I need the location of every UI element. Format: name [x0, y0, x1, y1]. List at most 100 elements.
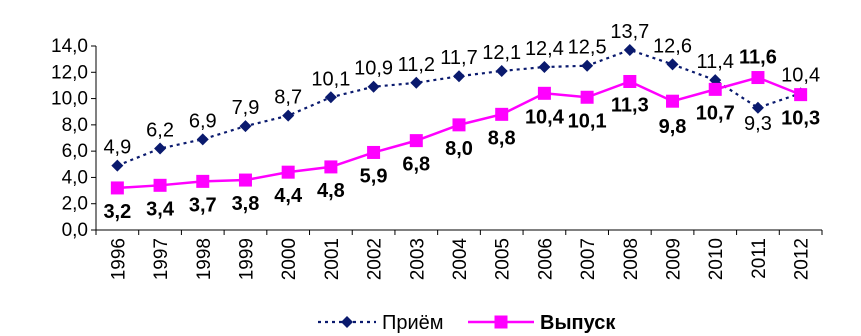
x-tick-label: 1996 [108, 238, 129, 280]
x-tick-label: 2002 [365, 238, 386, 280]
chart-legend: Приём Выпуск [318, 312, 616, 334]
y-tick-label: 2,0 [62, 194, 88, 215]
x-tick-label: 2012 [792, 238, 813, 280]
data-label-vypusk: 10,1 [568, 110, 607, 132]
data-label-vypusk: 3,8 [232, 193, 260, 215]
x-tick-label: 2007 [578, 238, 599, 280]
data-point-vypusk [409, 134, 423, 148]
data-point-priem [538, 61, 551, 74]
data-point-priem [751, 101, 764, 114]
data-label-vypusk: 10,4 [525, 106, 565, 128]
chart-series [110, 43, 808, 195]
legend-marker-priem [341, 316, 353, 328]
x-tick-label: 2009 [664, 238, 685, 280]
legend-label-vypusk: Выпуск [540, 312, 616, 334]
data-point-priem [239, 120, 252, 133]
data-point-vypusk [580, 90, 594, 104]
data-point-vypusk [623, 74, 637, 88]
data-label-vypusk: 3,4 [146, 198, 175, 220]
data-label-vypusk: 8,0 [445, 138, 473, 160]
data-point-vypusk [281, 165, 295, 179]
x-tick-label: 1997 [151, 238, 172, 280]
x-tick-label: 2003 [407, 238, 428, 280]
data-label-priem: 6,9 [189, 110, 217, 132]
x-tick-label: 1998 [194, 238, 215, 280]
x-tick-label: 2006 [535, 238, 556, 280]
data-label-priem: 12,4 [525, 38, 564, 60]
data-point-vypusk [452, 118, 466, 132]
data-point-vypusk [238, 173, 252, 187]
data-point-vypusk [666, 94, 680, 108]
data-point-priem [324, 91, 337, 104]
y-tick-label: 8,0 [62, 115, 88, 136]
data-point-priem [623, 43, 636, 56]
data-label-priem: 12,1 [482, 42, 521, 64]
data-point-vypusk [367, 145, 381, 159]
data-label-vypusk: 6,8 [402, 154, 430, 176]
x-tick-label: 2010 [706, 238, 727, 280]
x-tick-label: 1999 [236, 238, 257, 280]
data-label-vypusk: 9,8 [659, 116, 687, 138]
data-label-priem: 6,2 [146, 120, 174, 142]
y-tick-label: 10,0 [51, 89, 88, 110]
x-tick-label: 2004 [450, 238, 471, 281]
data-label-vypusk: 10,7 [696, 102, 735, 124]
x-tick-label: 2005 [493, 238, 514, 280]
data-label-priem: 11,4 [697, 51, 734, 73]
data-label-vypusk: 11,3 [611, 94, 649, 116]
x-tick-label: 2001 [322, 238, 343, 280]
series-line-priem [116, 48, 801, 167]
data-point-vypusk [324, 160, 338, 174]
data-label-priem: 12,5 [568, 37, 607, 59]
chart-axes: 0,0 2,0 4,0 6,0 8,0 10,0 12,0 14,0 1996 1997 1998 1… [51, 36, 823, 281]
data-point-priem [453, 70, 465, 83]
data-point-priem [581, 59, 594, 72]
data-label-priem: 10,4 [781, 64, 820, 86]
data-point-vypusk [196, 174, 210, 188]
data-label-vypusk: 4,8 [317, 180, 345, 202]
data-point-priem [410, 76, 423, 89]
x-tick-label: 2011 [749, 238, 770, 279]
data-label-priem: 13,7 [610, 21, 649, 43]
data-label-priem: 10,1 [311, 68, 350, 90]
data-label-priem: 10,9 [354, 58, 393, 80]
y-tick-label: 12,0 [51, 62, 88, 83]
y-tick-label: 0,0 [62, 220, 88, 241]
data-label-priem: 7,9 [232, 97, 260, 119]
data-point-priem [495, 64, 508, 77]
legend-label-priem: Приём [382, 312, 444, 334]
data-point-vypusk [153, 178, 167, 192]
data-label-vypusk: 4,4 [274, 185, 303, 207]
data-label-vypusk: 11,6 [739, 47, 777, 69]
y-tick-label: 4,0 [62, 167, 88, 188]
data-point-priem [154, 142, 167, 155]
x-tick-label: 2000 [279, 238, 300, 280]
data-label-vypusk: 5,9 [360, 165, 388, 187]
data-point-vypusk [794, 88, 808, 102]
data-label-priem: 11,7 [440, 47, 477, 69]
data-label-priem: 9,3 [744, 113, 772, 135]
legend-marker-vypusk [494, 315, 508, 329]
data-point-vypusk [110, 181, 124, 195]
data-point-priem [367, 80, 380, 93]
data-point-vypusk [537, 86, 551, 100]
data-point-vypusk [495, 107, 509, 121]
data-label-vypusk: 3,2 [103, 201, 131, 223]
y-tick-label: 14,0 [51, 36, 88, 57]
y-tick-label: 6,0 [62, 141, 88, 162]
data-point-priem [111, 159, 124, 172]
x-tick-label: 2008 [621, 238, 642, 280]
data-label-priem: 11,2 [398, 54, 435, 76]
data-point-vypusk [751, 71, 765, 85]
data-point-priem [282, 109, 295, 122]
data-point-priem [666, 58, 679, 71]
data-label-vypusk: 8,8 [488, 127, 516, 149]
data-point-vypusk [708, 82, 722, 96]
data-label-vypusk: 10,3 [781, 108, 820, 130]
data-label-priem: 8,7 [274, 87, 302, 109]
data-point-priem [196, 133, 209, 146]
data-label-priem: 4,9 [103, 137, 131, 159]
chart-data-labels: 4,96,2 6,97,9 8,710,1 10,9 11,2 11,7 12,1 12,4 1… [103, 21, 820, 223]
data-label-priem: 12,6 [653, 35, 692, 57]
